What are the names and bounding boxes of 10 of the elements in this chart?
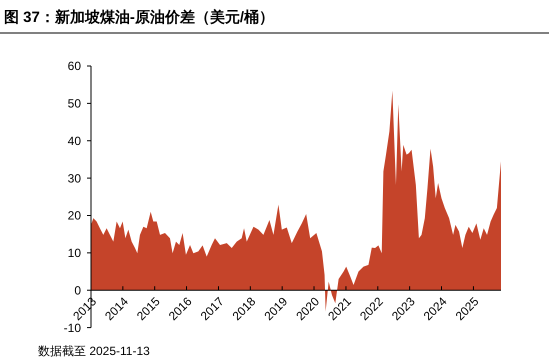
y-tick-label: 30 [68, 171, 82, 186]
y-tick-label: 10 [68, 246, 82, 260]
y-tick-label: 60 [68, 59, 82, 74]
y-tick-label: -10 [64, 320, 82, 335]
text: 数据截至 2025-11-13 [38, 344, 150, 358]
y-tick-label: 20 [68, 208, 82, 223]
y-tick-label: 0 [74, 283, 82, 298]
y-tick-label: 50 [68, 96, 82, 111]
y-tick-label: 40 [68, 134, 82, 148]
chart-title: 图 37：新加坡煤油-原油价差（美元/桶） [4, 8, 274, 26]
